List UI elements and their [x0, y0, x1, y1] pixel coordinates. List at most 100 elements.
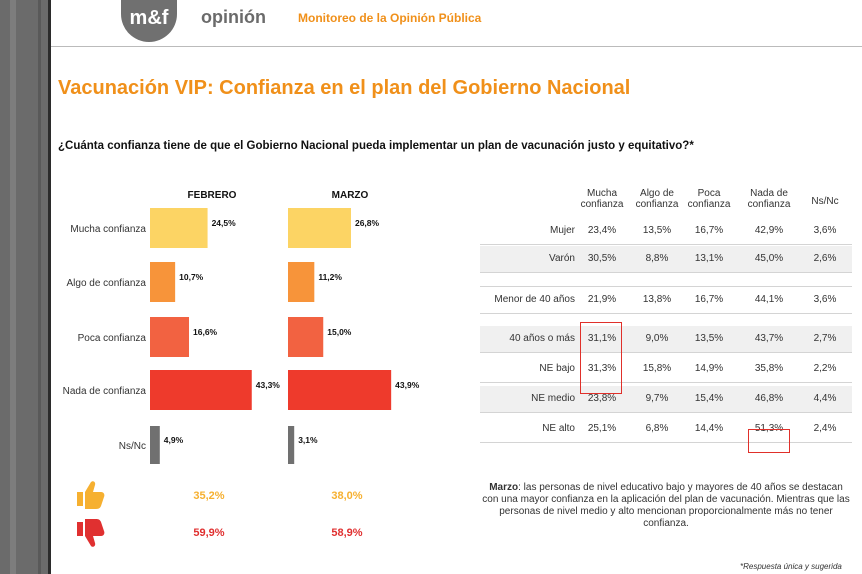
highlight-box-nada: [748, 429, 790, 453]
row-label: Varón: [549, 253, 575, 264]
row-label: NE alto: [542, 423, 575, 434]
table-cell: 13,1%: [694, 253, 724, 264]
survey-question: ¿Cuánta confianza tiene de que el Gobier…: [58, 140, 694, 152]
data-label: 43,3%: [256, 380, 281, 390]
table-cell: 2,6%: [813, 253, 837, 264]
table-header: Mucha confianza Algo de confianza Poca c…: [480, 188, 852, 218]
bar: [288, 370, 392, 410]
negative-summary-value: 58,9%: [331, 527, 362, 539]
highlight-box-mucha: [580, 322, 622, 394]
bar: [150, 208, 208, 248]
table-cell: 35,8%: [754, 363, 784, 374]
analysis-note: Marzo: las personas de nivel educativo b…: [480, 482, 852, 530]
category-label: Mucha confianza: [70, 224, 146, 235]
table-cell: 3,6%: [813, 225, 837, 236]
table-cell: 46,8%: [754, 393, 784, 404]
table-cell: 14,9%: [694, 363, 724, 374]
note-bold: Marzo: [489, 482, 519, 493]
data-label: 11,2%: [318, 272, 342, 282]
table-cell: 23,4%: [587, 225, 617, 236]
col-header-algo: Algo de confianza: [635, 188, 679, 210]
data-label: 3,1%: [298, 435, 318, 445]
thumbs-down-icon: [77, 519, 105, 547]
category-label: Algo de confianza: [66, 278, 146, 289]
brand-name: opinión: [201, 7, 266, 27]
table-cell: 2,2%: [813, 363, 837, 374]
table-cell: 2,7%: [813, 333, 837, 344]
positive-summary-value: 35,2%: [193, 490, 224, 502]
table-row: NE bajo 31,3% 15,8% 14,9% 35,8% 2,2%: [480, 356, 852, 383]
data-label: 15,0%: [327, 327, 352, 337]
note-text: : las personas de nivel educativo bajo y…: [482, 482, 850, 529]
table-cell: 8,8%: [645, 253, 669, 264]
bar: [288, 262, 315, 302]
table-cell: 31,1%: [587, 333, 617, 344]
bar: [150, 370, 252, 410]
left-decorative-bar: [0, 0, 48, 574]
table-row: NE medio 23,8% 9,7% 15,4% 46,8% 4,4%: [480, 386, 852, 413]
table-cell: 13,5%: [694, 333, 724, 344]
header: m&f opinión Monitoreo de la Opinión Públ…: [51, 0, 862, 47]
data-label: 26,8%: [355, 218, 380, 228]
table-cell: 44,1%: [754, 294, 784, 305]
logo: m&f: [121, 0, 177, 42]
bar: [288, 208, 351, 248]
row-label: NE bajo: [539, 363, 575, 374]
table-cell: 6,8%: [645, 423, 669, 434]
positive-summary-value: 38,0%: [331, 490, 362, 502]
data-label: 16,6%: [193, 327, 218, 337]
table-cell: 31,3%: [587, 363, 617, 374]
table-cell: 3,6%: [813, 294, 837, 305]
category-label: Poca confianza: [78, 333, 147, 344]
row-label: NE medio: [531, 393, 575, 404]
bar: [150, 426, 160, 464]
page-title: Vacunación VIP: Confianza en el plan del…: [58, 77, 631, 99]
bar-chart: FEBRERO MARZO Mucha confianza 24,5% 26,8% Alg…: [63, 190, 420, 547]
left-divider-line: [48, 0, 51, 574]
table-cell: 25,1%: [587, 423, 617, 434]
row-label: Mujer: [549, 225, 575, 236]
table-cell: 9,7%: [645, 393, 669, 404]
table-cell: 15,8%: [642, 363, 672, 374]
table-row: NE alto 25,1% 6,8% 14,4% 51,3% 2,4%: [480, 416, 852, 443]
data-label: 43,9%: [395, 380, 420, 390]
table-row: Mujer 23,4% 13,5% 16,7% 42,9% 3,6%: [480, 218, 852, 245]
data-label: 10,7%: [179, 272, 204, 282]
series-header: FEBRERO: [188, 190, 237, 201]
header-subtitle: Monitoreo de la Opinión Pública: [298, 11, 482, 25]
table-cell: 21,9%: [587, 294, 617, 305]
thumbs-up-icon: [77, 481, 105, 509]
negative-summary-value: 59,9%: [193, 527, 224, 539]
footnote: *Respuesta única y sugerida: [740, 562, 842, 571]
table-cell: 23,8%: [587, 393, 617, 404]
table-row: Varón 30,5% 8,8% 13,1% 45,0% 2,6%: [480, 246, 852, 273]
row-label: 40 años o más: [509, 333, 575, 344]
col-header-nada: Nada de confianza: [747, 188, 791, 210]
table-cell: 2,4%: [813, 423, 837, 434]
data-label: 4,9%: [164, 435, 184, 445]
table-cell: 14,4%: [694, 423, 724, 434]
col-header-nsnc: Ns/Nc: [811, 196, 839, 207]
series-header: MARZO: [332, 190, 369, 201]
data-label: 24,5%: [212, 218, 237, 228]
table-cell: 51,3%: [754, 423, 784, 434]
table-cell: 13,5%: [642, 225, 672, 236]
table-cell: 42,9%: [754, 225, 784, 236]
col-header-poca: Poca confianza: [687, 188, 731, 210]
table-cell: 4,4%: [813, 393, 837, 404]
category-label: Nada de confianza: [63, 386, 147, 397]
table-cell: 13,8%: [642, 294, 672, 305]
category-label: Ns/Nc: [119, 441, 146, 452]
bar: [288, 317, 324, 357]
table-cell: 43,7%: [754, 333, 784, 344]
table-cell: 16,7%: [694, 294, 724, 305]
bar: [150, 317, 190, 357]
bar: [288, 426, 295, 464]
row-label: Menor de 40 años: [494, 294, 575, 305]
table-cell: 9,0%: [645, 333, 669, 344]
table-cell: 15,4%: [694, 393, 724, 404]
col-header-mucha: Mucha confianza: [580, 188, 624, 210]
bar: [150, 262, 176, 302]
table-row: Menor de 40 años 21,9% 13,8% 16,7% 44,1% 3,6%: [480, 286, 852, 314]
table-row: 40 años o más 31,1% 9,0% 13,5% 43,7% 2,7%: [480, 326, 852, 353]
